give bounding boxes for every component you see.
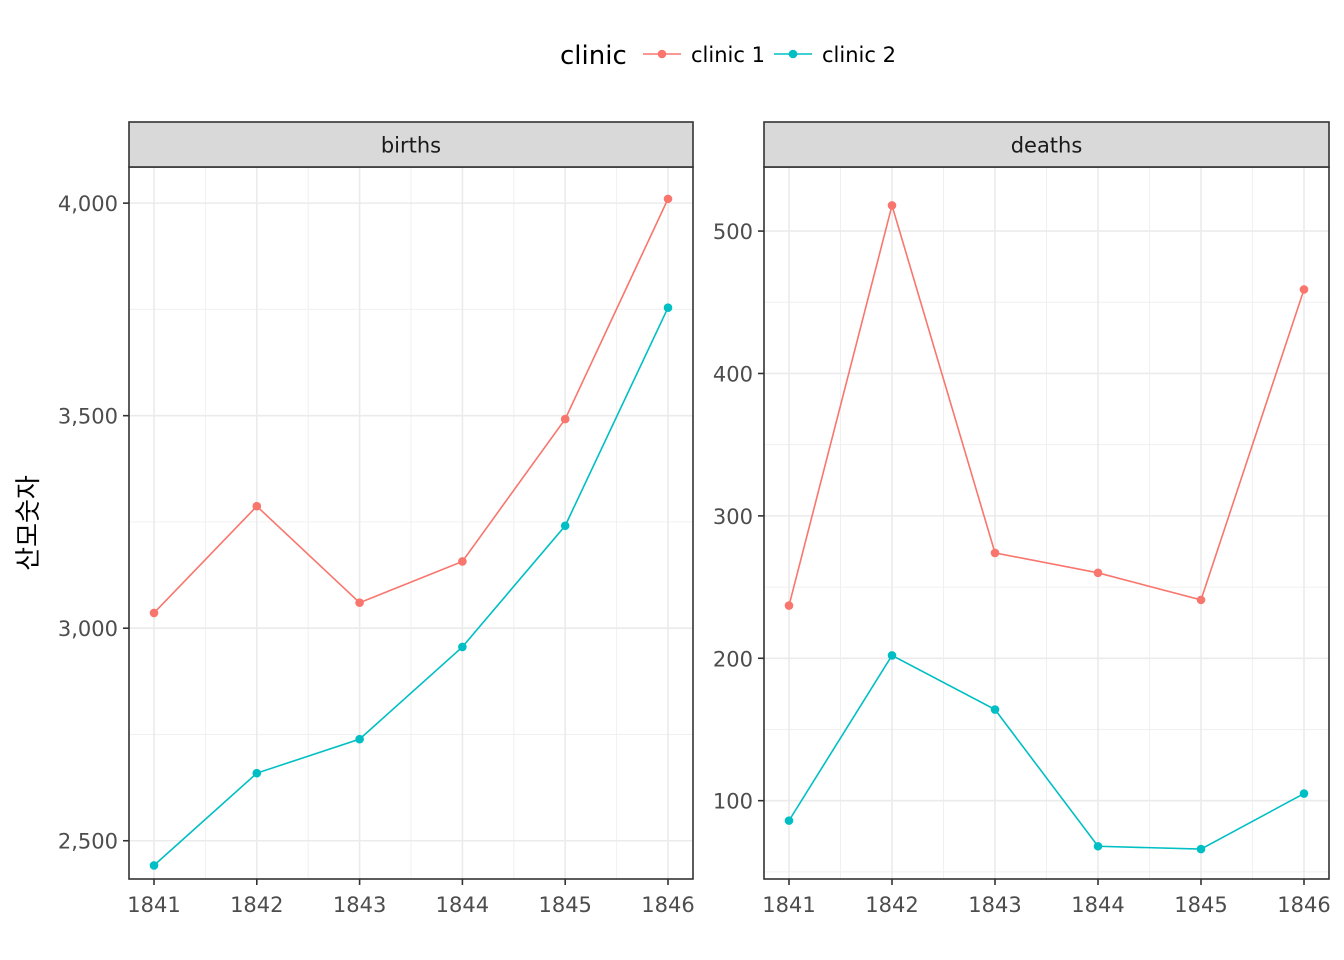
panel-deaths: deaths 1841 1842 1843 1844 1845 1846 100 200 300 4…	[713, 121, 1331, 917]
y-tick-label: 4,000	[58, 192, 118, 216]
y-axis-title: 산모숫자	[14, 475, 44, 571]
x-tick-label: 1843	[968, 893, 1021, 917]
strip-background	[763, 121, 1330, 168]
x-tick-label: 1841	[127, 893, 180, 917]
panels: births 1841 1842 1843 1844 1845 1846 2,500 3,000…	[58, 121, 1331, 917]
data-point-clinic-2-1842	[252, 768, 262, 778]
data-point-clinic-2-1844	[458, 642, 467, 652]
y-tick-label: 400	[713, 362, 753, 386]
data-point-clinic-1-1846	[663, 194, 673, 204]
x-tick-label: 1843	[333, 893, 386, 917]
data-point-clinic-1-1845	[560, 414, 570, 424]
y-tick-label: 3,500	[58, 405, 118, 429]
series-line-clinic-1	[153, 198, 669, 614]
data-point-clinic-2-1841	[149, 861, 159, 870]
data-point-clinic-1-1844	[458, 557, 467, 566]
series-line-clinic-2	[153, 307, 669, 866]
data-point-clinic-2-1845	[1196, 844, 1206, 854]
data-point-clinic-2-1843	[355, 734, 364, 744]
y-tick-label: 200	[713, 647, 753, 671]
legend: clinic clinic 1 clinic 2	[560, 41, 896, 71]
y-tick-label: 300	[713, 505, 753, 529]
y-tick-label: 500	[713, 220, 753, 244]
data-point-clinic-2-1846	[1299, 789, 1309, 798]
legend-title: clinic	[560, 41, 627, 71]
data-point-clinic-2-1842	[887, 651, 897, 660]
data-point-clinic-1-1843	[990, 548, 1000, 558]
legend-entry-clinic-1: clinic 1	[643, 43, 765, 67]
y-tick-label: 3,000	[58, 617, 118, 641]
data-point-clinic-2-1845	[560, 521, 570, 531]
data-point-clinic-1-1846	[1299, 285, 1309, 294]
x-tick-label: 1841	[762, 893, 815, 917]
legend-key-point-clinic-1	[657, 49, 667, 59]
legend-entry-clinic-2: clinic 2	[774, 43, 896, 67]
x-tick-label: 1846	[1277, 893, 1330, 917]
data-point-clinic-2-1841	[784, 816, 794, 825]
x-tick-label: 1845	[538, 893, 591, 917]
legend-label-clinic-1: clinic 1	[691, 43, 765, 67]
panel-births: births 1841 1842 1843 1844 1845 1846 2,500 3,000…	[58, 121, 695, 917]
legend-key-point-clinic-2	[788, 49, 798, 59]
y-tick-label: 100	[713, 790, 753, 814]
x-tick-label: 1844	[1071, 893, 1124, 917]
data-point-clinic-1-1841	[149, 608, 159, 618]
data-point-clinic-2-1844	[1093, 841, 1103, 851]
strip-label-births: births	[381, 134, 441, 158]
x-tick-label: 1845	[1174, 893, 1227, 917]
legend-label-clinic-2: clinic 2	[822, 43, 896, 67]
strip-label-deaths: deaths	[1011, 134, 1083, 158]
series-line-clinic-1	[788, 202, 1305, 606]
data-point-clinic-1-1842	[887, 201, 897, 210]
data-point-clinic-1-1842	[252, 501, 262, 511]
strip-background	[128, 121, 694, 168]
x-tick-label: 1842	[865, 893, 918, 917]
y-tick-label: 2,500	[58, 830, 118, 854]
x-tick-label: 1842	[230, 893, 283, 917]
data-point-clinic-2-1846	[663, 303, 673, 312]
x-tick-label: 1846	[641, 893, 694, 917]
data-point-clinic-1-1844	[1093, 568, 1103, 578]
series-line-clinic-2	[788, 654, 1305, 850]
data-point-clinic-1-1841	[784, 601, 794, 610]
data-point-clinic-2-1843	[990, 705, 1000, 714]
data-point-clinic-1-1843	[355, 598, 364, 608]
x-tick-label: 1844	[436, 893, 489, 917]
data-point-clinic-1-1845	[1196, 595, 1206, 605]
